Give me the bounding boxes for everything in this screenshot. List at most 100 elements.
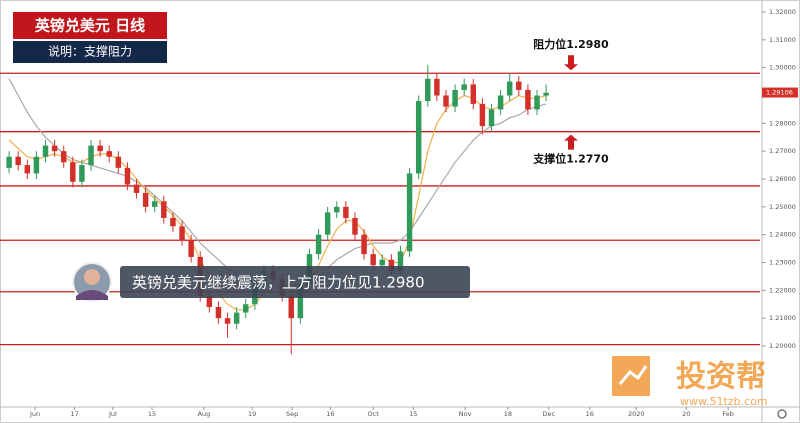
y-tick-label: 1.26000 (769, 175, 796, 183)
candle-body (352, 217, 358, 235)
candle-body (516, 81, 522, 90)
candle-body (543, 92, 549, 96)
candle-body (15, 156, 21, 166)
x-tick-label: Jun (29, 410, 40, 418)
candle-body (443, 95, 449, 107)
y-tick-label: 1.30000 (769, 64, 796, 72)
avatar-body (76, 290, 108, 300)
candle-body (525, 89, 531, 110)
logo-mark (612, 356, 650, 396)
candle-body (324, 212, 331, 235)
candle-body (97, 145, 103, 152)
x-tick-label: 15 (409, 410, 417, 418)
overlay: 英镑兑美元 日线 说明：支撑阻力 英镑兑美元继续震荡，上方阻力位见1.2980 … (13, 12, 798, 419)
y-tick-label: 1.24000 (769, 231, 796, 239)
x-tick-label: Jul (108, 410, 117, 418)
candle-body (406, 173, 413, 252)
candle-body (497, 95, 504, 110)
candle-body (470, 84, 477, 104)
candle-body (51, 145, 58, 152)
candle-body (488, 109, 495, 127)
candle-body (243, 304, 249, 313)
candle-body (70, 162, 76, 182)
candle-body (88, 145, 94, 166)
watermark-logo (612, 356, 650, 396)
annotation-arrow (564, 134, 578, 150)
x-tick-label: 16 (326, 410, 334, 418)
candle-body (188, 240, 194, 257)
candle-body (288, 295, 294, 319)
y-tick-label: 1.20000 (769, 342, 796, 350)
watermark: 投资帮 (676, 360, 766, 395)
avatar-face (84, 269, 100, 285)
candle-body (361, 234, 367, 255)
candle-body (461, 84, 467, 90)
y-tick-label: 1.21000 (769, 314, 796, 322)
logo-arrow (618, 365, 648, 385)
title-box (13, 12, 167, 39)
candle-body (170, 217, 176, 227)
candle-body (133, 184, 140, 193)
candle-body (42, 145, 49, 157)
x-tick-label: Sep (286, 410, 298, 418)
watermark-url: www.51tzb.com (680, 395, 768, 408)
last-price: 1.29106 (766, 89, 793, 97)
y-tick-label: 1.23000 (769, 259, 796, 267)
candle-body (297, 284, 304, 319)
candle-body (124, 167, 131, 185)
candle-body (434, 78, 440, 96)
x-tick-label: 20 (682, 410, 690, 418)
caption-box (120, 266, 470, 298)
candle-body (479, 103, 486, 127)
candle-body (233, 312, 240, 324)
y-tick-label: 1.27000 (769, 147, 796, 155)
settings-icon[interactable] (777, 409, 787, 419)
annotation: 支撑位1.2770 (532, 152, 609, 166)
candle-body (343, 206, 349, 218)
x-tick-label: Dec (543, 410, 556, 418)
chart-title: 英镑兑美元 日线 (35, 17, 145, 35)
candle-body (79, 165, 85, 182)
candle-body (370, 254, 376, 266)
candle-body (334, 206, 340, 213)
candle-body (206, 295, 213, 308)
y-tick-label: 1.28000 (769, 119, 796, 127)
candle-body (425, 78, 431, 102)
candle-body (24, 165, 31, 174)
x-tick-label: 2020 (628, 410, 645, 418)
x-tick-label: Feb (722, 410, 734, 418)
y-tick-label: 1.32000 (769, 8, 796, 16)
candle-body (115, 156, 122, 168)
annotation-arrow (564, 55, 578, 71)
candle-body (224, 318, 231, 324)
x-tick-label: Oct (368, 410, 380, 418)
candle-body (179, 226, 185, 241)
candle-body (6, 156, 12, 168)
candle-body (452, 89, 458, 107)
y-tick-label: 1.22000 (769, 286, 796, 294)
candle-body (415, 101, 422, 174)
last-price-box (762, 87, 798, 98)
x-tick-label: Aug (198, 410, 211, 418)
chart-subtitle: 说明：支撑阻力 (48, 44, 132, 59)
candle-body (142, 192, 149, 207)
candle-body (534, 95, 540, 110)
subtitle-box (13, 41, 167, 63)
candle-body (397, 251, 404, 271)
candle-body (215, 307, 222, 319)
y-tick-label: 1.25000 (769, 203, 796, 211)
candle-body (33, 156, 40, 174)
x-tick-label: 15 (148, 410, 156, 418)
y-tick-label: 1.31000 (769, 36, 796, 44)
candle-body (60, 151, 67, 163)
candle-body (379, 259, 386, 266)
candle-body (506, 81, 513, 96)
candle-body (388, 259, 395, 271)
x-tick-label: Nov (459, 410, 472, 418)
candle-body (152, 201, 158, 207)
x-tick-label: 17 (70, 410, 78, 418)
caption: 英镑兑美元继续震荡，上方阻力位见1.2980 (132, 274, 425, 292)
candle-body (161, 201, 167, 218)
